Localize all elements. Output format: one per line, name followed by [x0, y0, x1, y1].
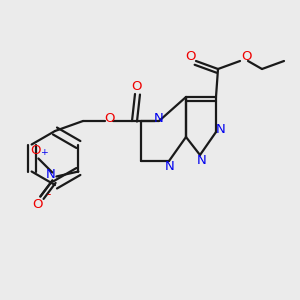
Text: O: O — [241, 50, 251, 64]
Text: N: N — [154, 112, 164, 125]
Text: O: O — [32, 198, 43, 211]
Text: O: O — [185, 50, 195, 64]
Text: N: N — [216, 124, 226, 136]
Text: O: O — [30, 144, 40, 157]
Text: N: N — [165, 160, 175, 172]
Text: -: - — [46, 188, 51, 201]
Text: N: N — [46, 168, 56, 181]
Text: N: N — [197, 154, 207, 167]
Text: O: O — [132, 80, 142, 92]
Text: +: + — [40, 148, 48, 157]
Text: O: O — [104, 112, 114, 124]
